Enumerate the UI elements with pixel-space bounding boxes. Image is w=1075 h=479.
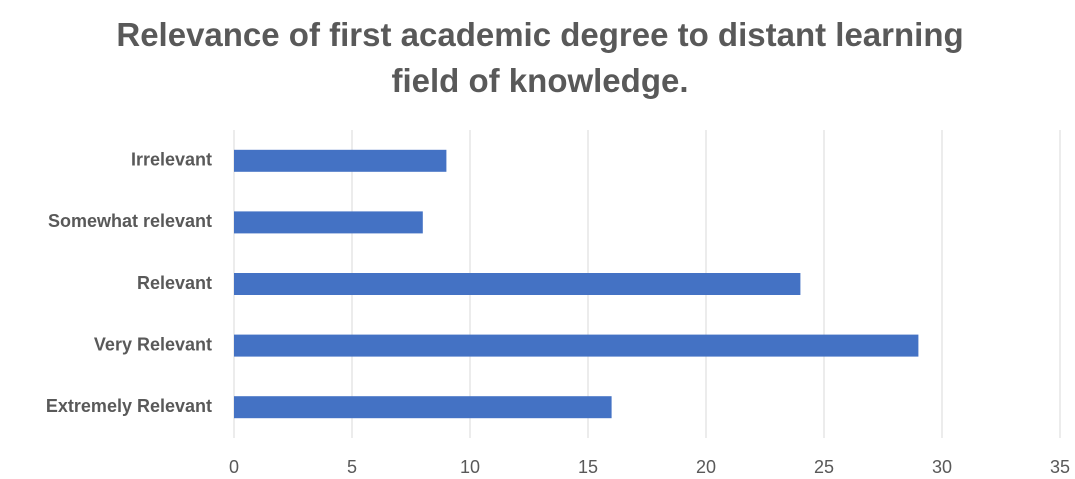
y-tick-label: Very Relevant	[94, 334, 212, 354]
bar	[234, 273, 801, 295]
x-tick-label: 35	[1050, 457, 1070, 477]
x-tick-label: 5	[347, 457, 357, 477]
x-tick-label: 0	[229, 457, 239, 477]
x-tick-label: 30	[932, 457, 952, 477]
y-tick-label: Extremely Relevant	[46, 396, 212, 416]
x-tick-label: 25	[814, 457, 834, 477]
bar	[234, 334, 919, 357]
bar	[234, 211, 423, 234]
y-tick-label: Somewhat relevant	[48, 211, 212, 231]
bar	[234, 149, 447, 172]
y-tick-label: Irrelevant	[131, 150, 212, 170]
bar	[234, 396, 612, 419]
x-tick-label: 20	[696, 457, 716, 477]
y-tick-label: Relevant	[137, 273, 212, 293]
x-tick-label: 15	[578, 457, 598, 477]
chart-title: Relevance of first academic degree to di…	[116, 16, 964, 99]
x-tick-label: 10	[460, 457, 480, 477]
